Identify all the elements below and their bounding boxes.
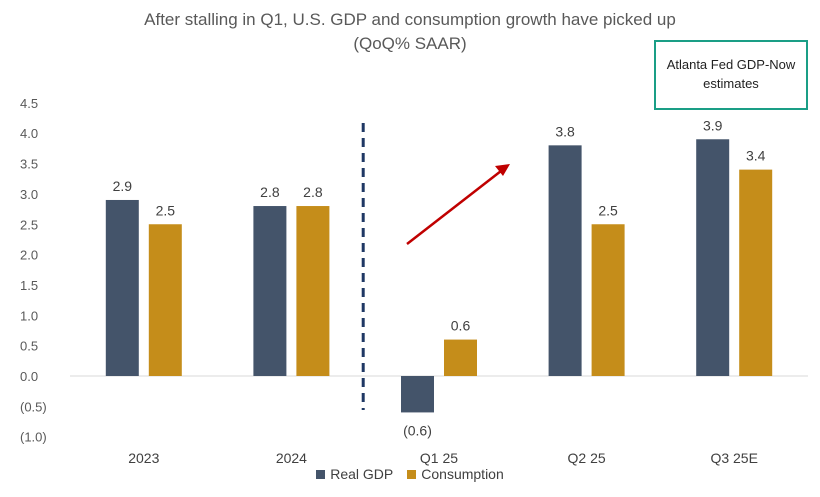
y-tick-label: (1.0): [20, 430, 47, 445]
x-tick-label: 2023: [128, 450, 159, 466]
bar-real-gdp: [548, 145, 582, 376]
bar-real-gdp: [696, 139, 730, 376]
data-label: 3.8: [555, 123, 575, 139]
chart-subtitle: (QoQ% SAAR): [353, 34, 467, 53]
legend-item-consumption: Consumption: [407, 466, 504, 482]
bar-consumption: [444, 339, 477, 376]
legend-item-real-gdp: Real GDP: [316, 466, 393, 482]
x-tick-label: 2024: [276, 450, 307, 466]
data-label: 2.8: [303, 184, 323, 200]
x-tick-label: Q3 25E: [710, 450, 757, 466]
y-tick-label: 4.5: [20, 96, 38, 111]
data-label: 3.4: [746, 148, 766, 164]
trend-arrow-head: [495, 164, 510, 176]
gdpnow-callout: Atlanta Fed GDP-Now estimates: [654, 40, 808, 110]
y-tick-label: 0.5: [20, 339, 38, 354]
data-label: 2.5: [156, 202, 176, 218]
callout-text: Atlanta Fed GDP-Now estimates: [666, 57, 796, 91]
legend: Real GDP Consumption: [0, 466, 820, 482]
legend-label-real-gdp: Real GDP: [330, 466, 394, 482]
trend-arrow: [406, 170, 502, 245]
data-label: (0.6): [403, 422, 432, 438]
data-label: 3.9: [703, 117, 723, 133]
bar-consumption: [296, 206, 330, 376]
y-tick-label: (0.5): [20, 399, 47, 414]
y-tick-label: 3.0: [20, 187, 38, 202]
data-label: 2.9: [113, 178, 133, 194]
bar-consumption: [591, 224, 625, 376]
bar-consumption: [739, 169, 773, 376]
data-label: 0.6: [451, 318, 471, 334]
y-tick-label: 1.0: [20, 308, 38, 323]
bar-real-gdp: [401, 376, 434, 413]
y-tick-label: 1.5: [20, 278, 38, 293]
legend-swatch-consumption: [407, 469, 417, 479]
y-tick-label: 0.0: [20, 369, 38, 384]
y-tick-label: 2.0: [20, 248, 38, 263]
data-label: 2.5: [598, 202, 618, 218]
bar-consumption: [148, 224, 182, 376]
x-tick-label: Q2 25: [568, 450, 606, 466]
y-tick-label: 4.0: [20, 126, 38, 141]
legend-label-consumption: Consumption: [421, 466, 504, 482]
bar-real-gdp: [105, 199, 139, 376]
x-tick-label: Q1 25: [420, 450, 458, 466]
data-label: 2.8: [260, 184, 280, 200]
y-tick-label: 2.5: [20, 217, 38, 232]
chart-title: After stalling in Q1, U.S. GDP and consu…: [144, 10, 676, 29]
legend-swatch-real-gdp: [316, 469, 326, 479]
y-tick-label: 3.5: [20, 157, 38, 172]
bar-real-gdp: [253, 206, 287, 376]
